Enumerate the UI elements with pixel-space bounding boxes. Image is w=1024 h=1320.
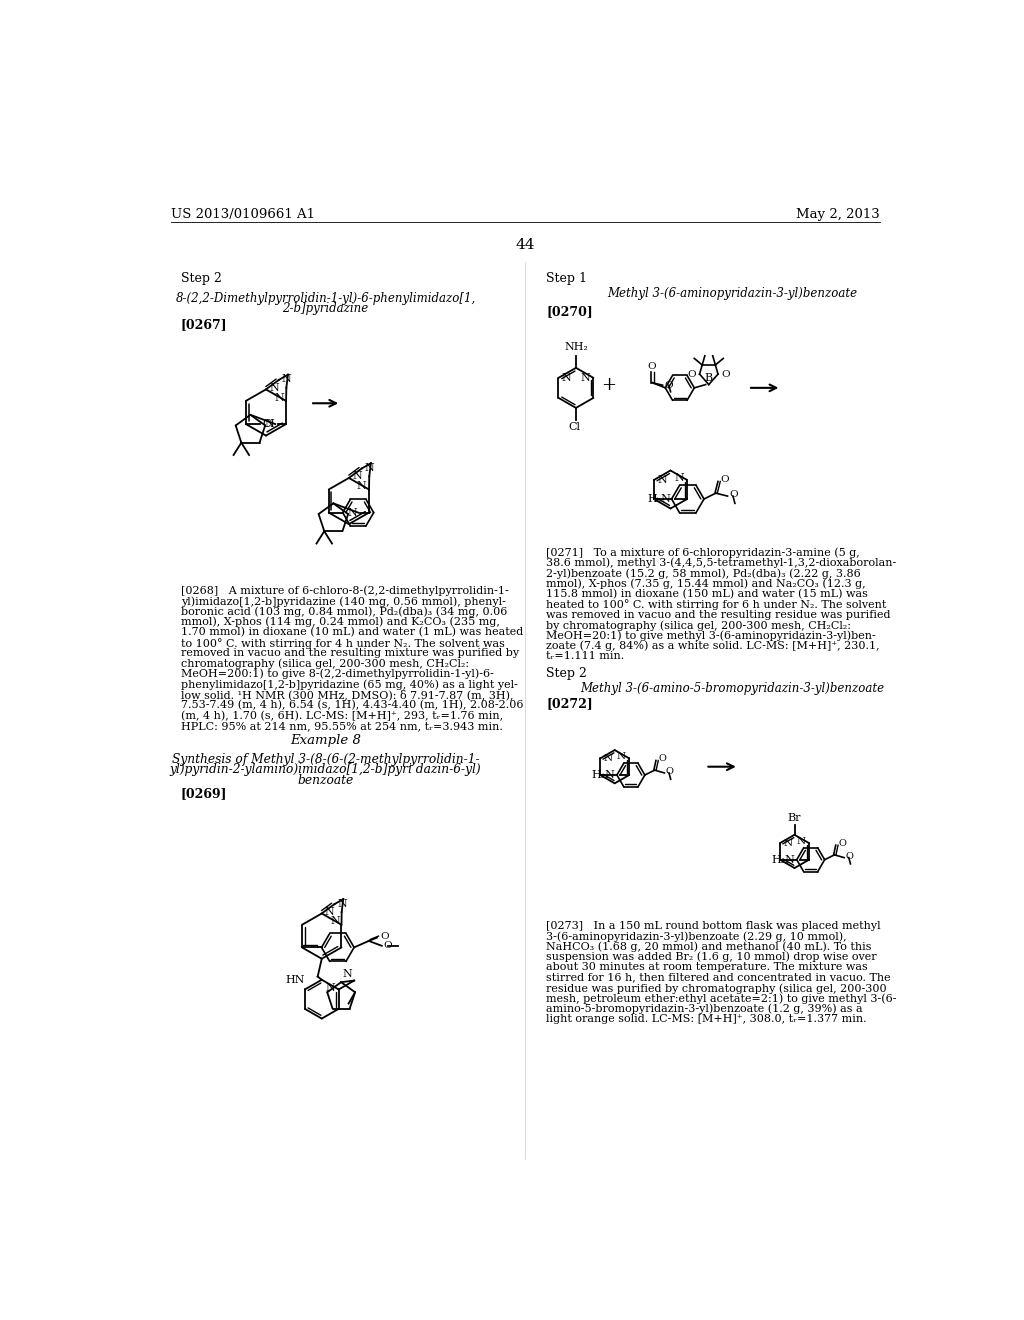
Text: (m, 4 h), 1.70 (s, 6H). LC-MS: [M+H]⁺, 293, tᵣ=1.76 min,: (m, 4 h), 1.70 (s, 6H). LC-MS: [M+H]⁺, 2…: [180, 710, 503, 721]
Text: 2-b]pyridazine: 2-b]pyridazine: [283, 302, 369, 315]
Text: N: N: [783, 838, 793, 847]
Text: O: O: [648, 362, 656, 371]
Text: N: N: [603, 754, 612, 763]
Text: O: O: [665, 380, 673, 389]
Text: N: N: [274, 393, 284, 403]
Text: suspension was added Br₂ (1.6 g, 10 mmol) drop wise over: suspension was added Br₂ (1.6 g, 10 mmol…: [547, 952, 878, 962]
Text: boronic acid (103 mg, 0.84 mmol), Pd₂(dba)₃ (34 mg, 0.06: boronic acid (103 mg, 0.84 mmol), Pd₂(db…: [180, 607, 507, 618]
Text: H₂N: H₂N: [771, 855, 795, 865]
Text: +: +: [601, 376, 616, 393]
Text: 8-(2,2-Dimethylpyrrolidin-1-yl)-6-phenylimidazo[1,: 8-(2,2-Dimethylpyrrolidin-1-yl)-6-phenyl…: [175, 292, 476, 305]
Text: O: O: [383, 941, 392, 950]
Text: MeOH=200:1) to give 8-(2,2-dimethylpyrrolidin-1-yl)-6-: MeOH=200:1) to give 8-(2,2-dimethylpyrro…: [180, 669, 494, 680]
Text: mesh, petroleum ether:ethyl acetate=2:1) to give methyl 3-(6-: mesh, petroleum ether:ethyl acetate=2:1)…: [547, 994, 897, 1005]
Text: N: N: [347, 508, 357, 517]
Text: O: O: [658, 755, 667, 763]
Text: Methyl 3-(6-aminopyridazin-3-yl)benzoate: Methyl 3-(6-aminopyridazin-3-yl)benzoate: [607, 286, 857, 300]
Text: N: N: [357, 482, 367, 491]
Text: by chromatography (silica gel, 200-300 mesh, CH₂Cl₂:: by chromatography (silica gel, 200-300 m…: [547, 620, 852, 631]
Text: May 2, 2013: May 2, 2013: [796, 209, 880, 222]
Text: low solid. ¹H NMR (300 MHz, DMSO): δ 7.91-7.87 (m, 3H),: low solid. ¹H NMR (300 MHz, DMSO): δ 7.9…: [180, 689, 513, 701]
Text: N: N: [657, 475, 667, 484]
Text: [0267]: [0267]: [180, 318, 227, 331]
Text: to 100° C. with stirring for 4 h under N₂. The solvent was: to 100° C. with stirring for 4 h under N…: [180, 638, 505, 648]
Text: heated to 100° C. with stirring for 6 h under N₂. The solvent: heated to 100° C. with stirring for 6 h …: [547, 599, 887, 610]
Text: Cl: Cl: [568, 422, 581, 432]
Text: light orange solid. LC-MS: [M+H]⁺, 308.0, tᵣ=1.377 min.: light orange solid. LC-MS: [M+H]⁺, 308.0…: [547, 1014, 867, 1024]
Text: removed in vacuo and the resulting mixture was purified by: removed in vacuo and the resulting mixtu…: [180, 648, 519, 659]
Text: [0270]: [0270]: [547, 305, 593, 318]
Text: about 30 minutes at room temperature. The mixture was: about 30 minutes at room temperature. Th…: [547, 962, 868, 973]
Text: N: N: [343, 969, 352, 979]
Text: N: N: [330, 916, 340, 925]
Text: [0272]: [0272]: [547, 697, 593, 710]
Text: N: N: [561, 372, 571, 383]
Text: HN: HN: [285, 974, 305, 985]
Text: phenylimidazo[1,2-b]pyridazine (65 mg, 40%) as a light yel-: phenylimidazo[1,2-b]pyridazine (65 mg, 4…: [180, 680, 517, 690]
Text: Step 2: Step 2: [180, 272, 221, 285]
Text: 44: 44: [515, 238, 535, 252]
Text: N: N: [797, 837, 806, 846]
Text: stirred for 16 h, then filtered and concentrated in vacuo. The: stirred for 16 h, then filtered and conc…: [547, 973, 891, 982]
Text: O: O: [729, 490, 737, 499]
Text: Cl: Cl: [263, 418, 274, 429]
Text: mmol), X-phos (7.35 g, 15.44 mmol) and Na₂CO₃ (12.3 g,: mmol), X-phos (7.35 g, 15.44 mmol) and N…: [547, 578, 866, 589]
Text: was removed in vacuo and the resulting residue was purified: was removed in vacuo and the resulting r…: [547, 610, 891, 619]
Text: N: N: [265, 418, 274, 429]
Text: yl)imidazo[1,2-b]pyridazine (140 mg, 0.56 mmol), phenyl-: yl)imidazo[1,2-b]pyridazine (140 mg, 0.5…: [180, 597, 506, 607]
Text: N: N: [338, 899, 347, 909]
Text: [0273]   In a 150 mL round bottom flask was placed methyl: [0273] In a 150 mL round bottom flask wa…: [547, 921, 881, 931]
Text: amino-5-bromopyridazin-3-yl)benzoate (1.2 g, 39%) as a: amino-5-bromopyridazin-3-yl)benzoate (1.…: [547, 1003, 863, 1015]
Text: chromatography (silica gel, 200-300 mesh, CH₂Cl₂:: chromatography (silica gel, 200-300 mesh…: [180, 659, 469, 669]
Text: N: N: [352, 471, 362, 482]
Text: mmol), X-phos (114 mg, 0.24 mmol) and K₂CO₃ (235 mg,: mmol), X-phos (114 mg, 0.24 mmol) and K₂…: [180, 616, 500, 627]
Text: O: O: [721, 370, 730, 379]
Text: N: N: [282, 374, 292, 384]
Text: O: O: [720, 475, 729, 484]
Text: N: N: [365, 463, 375, 473]
Text: O: O: [688, 370, 696, 379]
Text: B: B: [705, 374, 713, 383]
Text: 115.8 mmol) in dioxane (150 mL) and water (15 mL) was: 115.8 mmol) in dioxane (150 mL) and wate…: [547, 589, 868, 599]
Text: N: N: [270, 383, 280, 393]
Text: 1.70 mmol) in dioxane (10 mL) and water (1 mL) was heated: 1.70 mmol) in dioxane (10 mL) and water …: [180, 627, 523, 638]
Text: US 2013/0109661 A1: US 2013/0109661 A1: [171, 209, 314, 222]
Text: 7.53-7.49 (m, 4 h), 6.54 (s, 1H), 4.43-4.40 (m, 1H), 2.08-2.06: 7.53-7.49 (m, 4 h), 6.54 (s, 1H), 4.43-4…: [180, 700, 523, 710]
Text: N: N: [326, 983, 336, 993]
Text: N: N: [581, 372, 590, 383]
Text: Methyl 3-(6-amino-5-bromopyridazin-3-yl)benzoate: Methyl 3-(6-amino-5-bromopyridazin-3-yl)…: [581, 682, 885, 696]
Text: O: O: [666, 767, 674, 776]
Text: Step 1: Step 1: [547, 272, 588, 285]
Text: NH₂: NH₂: [564, 342, 588, 352]
Text: NaHCO₃ (1.68 g, 20 mmol) and methanol (40 mL). To this: NaHCO₃ (1.68 g, 20 mmol) and methanol (4…: [547, 941, 872, 952]
Text: tᵣ=1.111 min.: tᵣ=1.111 min.: [547, 651, 625, 661]
Text: 38.6 mmol), methyl 3-(4,4,5,5-tetramethyl-1,3,2-dioxaborolan-: 38.6 mmol), methyl 3-(4,4,5,5-tetramethy…: [547, 557, 897, 568]
Text: zoate (7.4 g, 84%) as a white solid. LC-MS: [M+H]⁺, 230.1,: zoate (7.4 g, 84%) as a white solid. LC-…: [547, 640, 880, 651]
Text: Example 8: Example 8: [290, 734, 361, 747]
Text: residue was purified by chromatography (silica gel, 200-300: residue was purified by chromatography (…: [547, 983, 887, 994]
Text: MeOH=20:1) to give methyl 3-(6-aminopyridazin-3-yl)ben-: MeOH=20:1) to give methyl 3-(6-aminopyri…: [547, 631, 877, 642]
Text: [0268]   A mixture of 6-chloro-8-(2,2-dimethylpyrrolidin-1-: [0268] A mixture of 6-chloro-8-(2,2-dime…: [180, 586, 509, 597]
Text: O: O: [380, 932, 389, 941]
Text: N: N: [325, 907, 335, 917]
Text: [0271]   To a mixture of 6-chloropyridazin-3-amine (5 g,: [0271] To a mixture of 6-chloropyridazin…: [547, 548, 860, 558]
Text: Synthesis of Methyl 3-(8-(6-(2-methylpyrrolidin-1-: Synthesis of Methyl 3-(8-(6-(2-methylpyr…: [172, 752, 479, 766]
Text: O: O: [838, 840, 846, 849]
Text: Br: Br: [787, 813, 801, 822]
Text: H₂N: H₂N: [591, 770, 615, 780]
Text: H₂N: H₂N: [647, 494, 671, 504]
Text: benzoate: benzoate: [298, 774, 353, 787]
Text: Step 2: Step 2: [547, 667, 588, 680]
Text: yl)pyridin-2-ylamino)imidazo[1,2-b]pyri dazin-6-yl): yl)pyridin-2-ylamino)imidazo[1,2-b]pyri …: [170, 763, 481, 776]
Text: HPLC: 95% at 214 nm, 95.55% at 254 nm, tᵣ=3.943 min.: HPLC: 95% at 214 nm, 95.55% at 254 nm, t…: [180, 721, 503, 731]
Text: N: N: [617, 752, 626, 762]
Text: 3-(6-aminopyridazin-3-yl)benzoate (2.29 g, 10 mmol),: 3-(6-aminopyridazin-3-yl)benzoate (2.29 …: [547, 931, 847, 941]
Text: N: N: [674, 474, 684, 483]
Text: O: O: [846, 851, 854, 861]
Text: [0269]: [0269]: [180, 787, 227, 800]
Text: 2-yl)benzoate (15.2 g, 58 mmol), Pd₂(dba)₃ (2.22 g, 3.86: 2-yl)benzoate (15.2 g, 58 mmol), Pd₂(dba…: [547, 568, 861, 578]
